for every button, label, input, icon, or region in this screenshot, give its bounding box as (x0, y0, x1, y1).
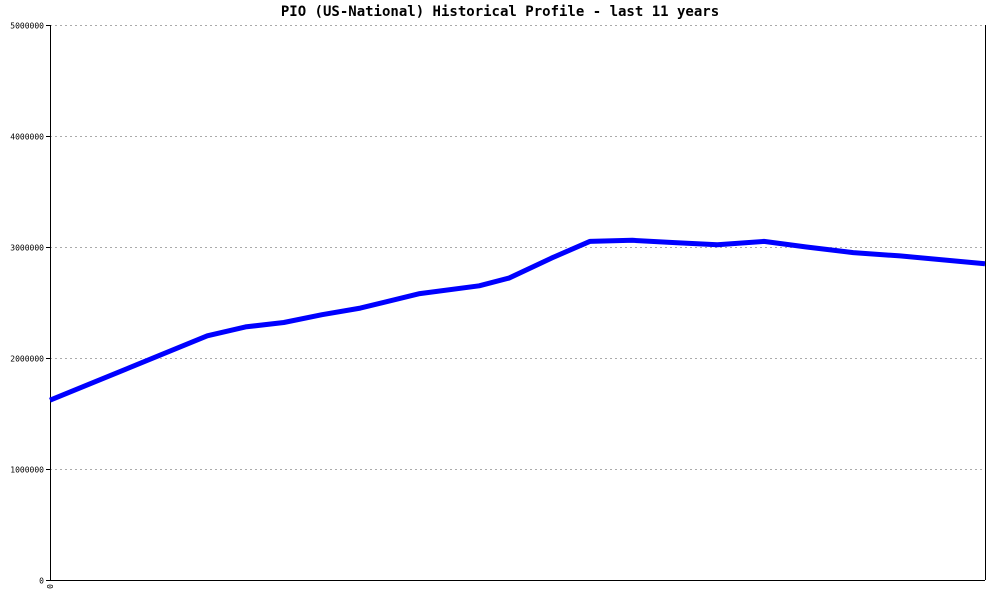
axes (46, 25, 986, 581)
series-lines (49, 237, 986, 403)
y-tick-label: 1000000 (10, 466, 44, 475)
y-tick-labels: 0 1000000 2000000 3000000 4000000 5000000 (10, 22, 44, 586)
y-tick-label: 5000000 (10, 22, 44, 31)
chart-title: PIO (US-National) Historical Profile - l… (280, 4, 720, 20)
x-tick-labels: 0 (46, 584, 55, 589)
series-line (49, 237, 986, 403)
y-tick-label: 0 (39, 577, 44, 586)
x-tick-label: 0 (46, 584, 55, 589)
y-tick-label: 3000000 (10, 244, 44, 253)
y-tick-label: 4000000 (10, 133, 44, 142)
y-tick-label: 2000000 (10, 355, 44, 364)
grid-lines (50, 25, 985, 470)
